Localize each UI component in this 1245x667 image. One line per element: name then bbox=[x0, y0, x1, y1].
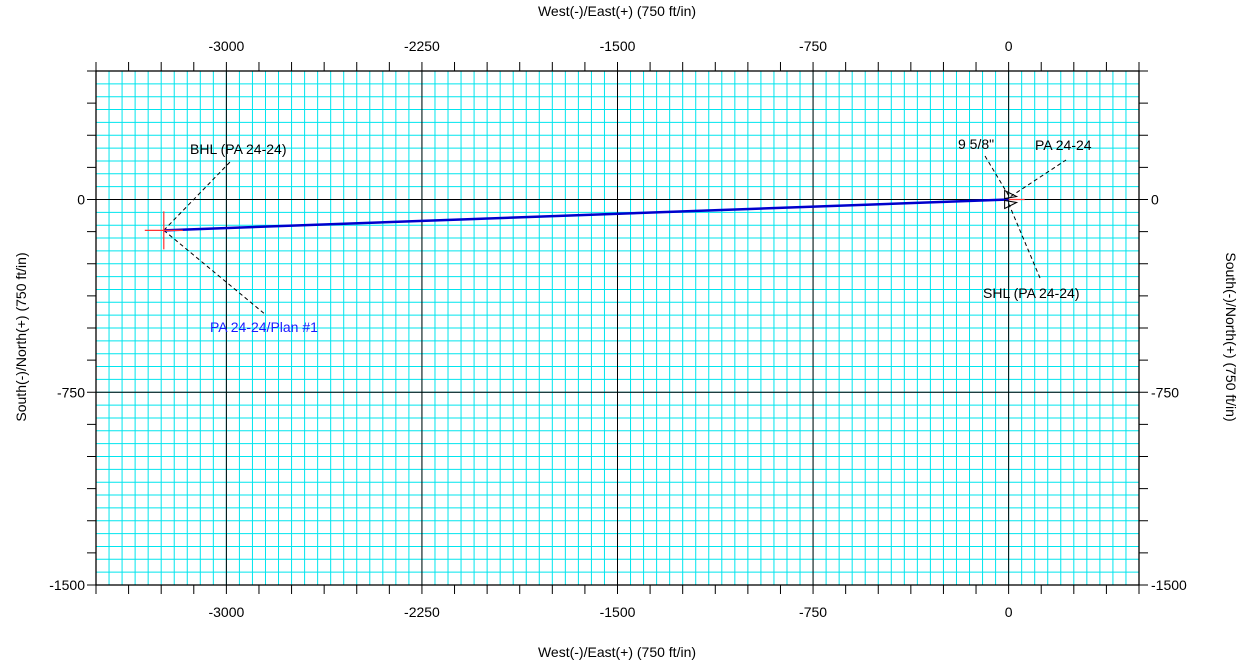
x-tick-label-top: -3000 bbox=[208, 38, 244, 54]
leader-casing bbox=[984, 155, 1010, 196]
x-tick-label-bottom: -1500 bbox=[600, 604, 636, 620]
x-tick-label-top: -750 bbox=[799, 38, 827, 54]
annotation-well: PA 24-24 bbox=[1035, 137, 1092, 153]
leader-plan bbox=[163, 229, 267, 316]
point-markers bbox=[144, 189, 1025, 250]
y-tick-label-right: -1500 bbox=[1151, 577, 1187, 593]
leader-well bbox=[1010, 159, 1067, 197]
x-tick-label-top: -2250 bbox=[404, 38, 440, 54]
x-tick-label-bottom: -750 bbox=[799, 604, 827, 620]
annotation-casing: 9 5/8" bbox=[958, 136, 994, 152]
x-tick-label-bottom: 0 bbox=[1005, 604, 1013, 620]
annotation-plan: PA 24-24/Plan #1 bbox=[210, 319, 318, 335]
x-tick-label-bottom: -2250 bbox=[404, 604, 440, 620]
x-axis-label-top: West(-)/East(+) (750 ft/in) bbox=[538, 3, 696, 19]
annotation-shl: SHL (PA 24-24) bbox=[983, 285, 1080, 301]
y-tick-label-left: -1500 bbox=[49, 577, 85, 593]
y-tick-label-right: -750 bbox=[1151, 384, 1179, 400]
tick-labels: -3000 -3000 -2250 -2250 -1500 -1500 -750 -750 0 0… bbox=[49, 38, 1187, 620]
y-tick-label-left: -750 bbox=[57, 384, 85, 400]
leader-shl bbox=[1008, 203, 1041, 279]
well-path-line bbox=[163, 198, 1009, 232]
casing-marker-top bbox=[1004, 189, 1019, 200]
axis-ticks bbox=[87, 62, 1148, 594]
leader-bhl bbox=[163, 161, 231, 231]
x-tick-label-bottom: -3000 bbox=[208, 604, 244, 620]
casing-marker-bottom bbox=[1004, 199, 1019, 210]
y-axis-label-left: South(-)/North(+) (750 ft/in) bbox=[13, 252, 29, 421]
x-tick-label-top: -1500 bbox=[600, 38, 636, 54]
y-tick-label-right: 0 bbox=[1151, 192, 1159, 208]
annotation-bhl: BHL (PA 24-24) bbox=[190, 141, 287, 157]
x-tick-label-top: 0 bbox=[1005, 38, 1013, 54]
y-axis-label-right: South(-)/North(+) (750 ft/in) bbox=[1223, 252, 1239, 421]
annotation-leaders bbox=[163, 155, 1067, 316]
series-layer bbox=[163, 198, 1009, 232]
y-tick-label-left: 0 bbox=[77, 192, 85, 208]
x-axis-label-bottom: West(-)/East(+) (750 ft/in) bbox=[538, 644, 696, 660]
